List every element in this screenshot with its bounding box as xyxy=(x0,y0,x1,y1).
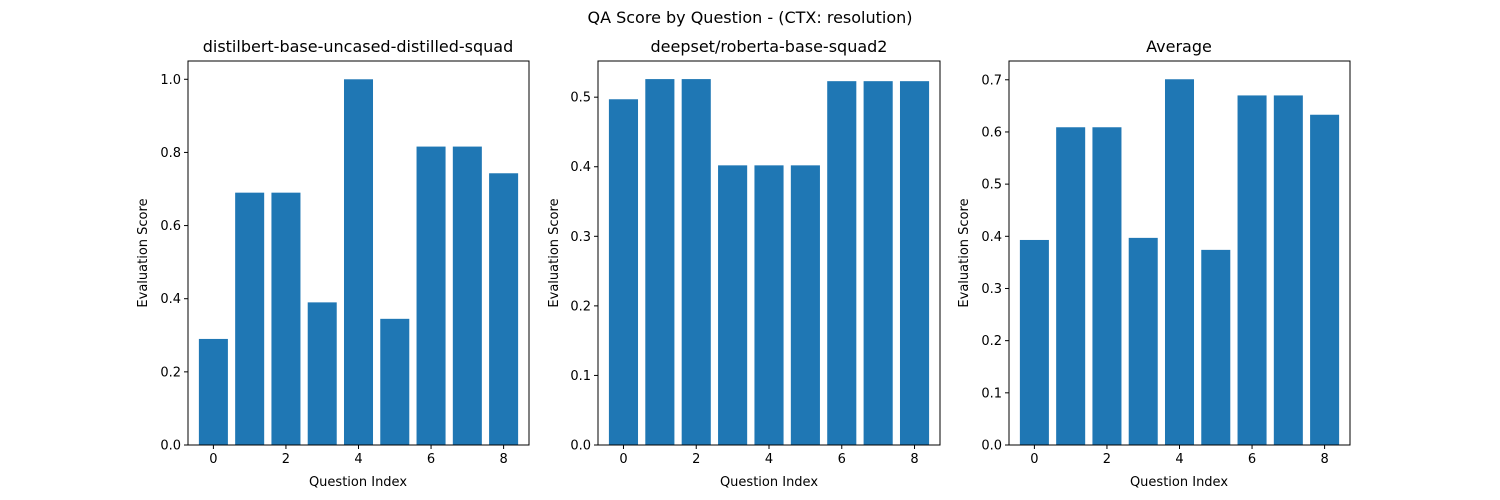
bar-q7 xyxy=(452,146,482,445)
y-tick-label: 0.2 xyxy=(160,365,181,380)
figure-suptitle: QA Score by Question - (CTX: resolution) xyxy=(587,8,912,27)
y-tick-label: 1.0 xyxy=(160,73,181,88)
y-tick-label: 0.1 xyxy=(981,386,1002,401)
y-tick-label: 0.2 xyxy=(981,334,1002,349)
subplot-title: Average xyxy=(1146,37,1212,56)
bar-q5 xyxy=(380,318,410,445)
x-tick-label: 8 xyxy=(1320,452,1328,467)
x-tick-label: 6 xyxy=(1248,452,1256,467)
x-axis-label: Question Index xyxy=(1130,475,1228,490)
subplot-average: Average Question Index Evaluation Score … xyxy=(957,37,1351,490)
bar-q3 xyxy=(718,165,748,445)
bar-q7 xyxy=(1273,95,1303,446)
x-tick-label: 6 xyxy=(427,452,435,467)
y-tick-label: 0.2 xyxy=(570,299,591,314)
y-tick-label: 0.1 xyxy=(570,369,591,384)
bar-q8 xyxy=(1310,114,1340,446)
x-axis-label: Question Index xyxy=(309,475,407,490)
y-tick-label: 0.6 xyxy=(160,219,181,234)
x-tick-label: 0 xyxy=(209,452,217,467)
bar-q3 xyxy=(1128,237,1158,445)
bar-q6 xyxy=(827,81,857,446)
y-tick-label: 0.0 xyxy=(981,439,1002,454)
subplot-distilbert: distilbert-base-uncased-distilled-squad … xyxy=(136,37,530,490)
bar-q5 xyxy=(790,165,820,445)
x-tick-label: 0 xyxy=(1030,452,1038,467)
y-tick-label: 0.0 xyxy=(570,439,591,454)
y-tick-label: 0.6 xyxy=(981,125,1002,140)
bar-q8 xyxy=(489,173,519,445)
x-tick-label: 4 xyxy=(1175,452,1183,467)
y-tick-label: 0.3 xyxy=(981,282,1002,297)
y-axis-label: Evaluation Score xyxy=(957,198,972,307)
y-tick-label: 0.7 xyxy=(981,73,1002,88)
bar-q0 xyxy=(1019,239,1049,445)
bar-q6 xyxy=(1237,95,1267,446)
subplot-title: deepset/roberta-base-squad2 xyxy=(651,37,888,56)
y-tick-label: 0.8 xyxy=(160,146,181,161)
bar-q0 xyxy=(608,99,639,445)
bar-q4 xyxy=(754,165,784,445)
bar-q1 xyxy=(1056,127,1086,445)
subplot-title: distilbert-base-uncased-distilled-squad xyxy=(203,37,514,56)
x-tick-label: 2 xyxy=(282,452,290,467)
x-tick-label: 8 xyxy=(910,452,918,467)
y-tick-label: 0.4 xyxy=(981,230,1002,245)
subplot-roberta: deepset/roberta-base-squad2 Question Ind… xyxy=(547,37,941,490)
y-tick-label: 0.5 xyxy=(981,178,1002,193)
bar-q6 xyxy=(416,146,446,445)
y-tick-label: 0.5 xyxy=(570,91,591,106)
bar-q8 xyxy=(899,81,930,446)
y-axis-label: Evaluation Score xyxy=(136,198,151,307)
bar-q4 xyxy=(1164,79,1195,445)
x-tick-label: 8 xyxy=(499,452,507,467)
bar-q1 xyxy=(645,79,675,445)
bar-q2 xyxy=(681,79,711,445)
bar-q2 xyxy=(271,192,301,445)
x-tick-label: 2 xyxy=(692,452,700,467)
bar-q5 xyxy=(1201,249,1231,445)
y-axis-label: Evaluation Score xyxy=(547,198,562,307)
bar-q3 xyxy=(307,302,337,445)
bar-q1 xyxy=(235,192,265,445)
x-tick-label: 4 xyxy=(354,452,362,467)
bar-q2 xyxy=(1092,127,1122,445)
x-tick-label: 6 xyxy=(838,452,846,467)
bar-q4 xyxy=(343,79,374,445)
y-tick-label: 0.0 xyxy=(160,439,181,454)
y-tick-label: 0.4 xyxy=(570,160,591,175)
x-tick-label: 4 xyxy=(765,452,773,467)
y-tick-label: 0.3 xyxy=(570,230,591,245)
x-tick-label: 0 xyxy=(619,452,627,467)
x-tick-label: 2 xyxy=(1103,452,1111,467)
bar-q7 xyxy=(863,81,893,446)
x-axis-label: Question Index xyxy=(720,475,818,490)
y-tick-label: 0.4 xyxy=(160,292,181,307)
bar-q0 xyxy=(198,338,228,445)
